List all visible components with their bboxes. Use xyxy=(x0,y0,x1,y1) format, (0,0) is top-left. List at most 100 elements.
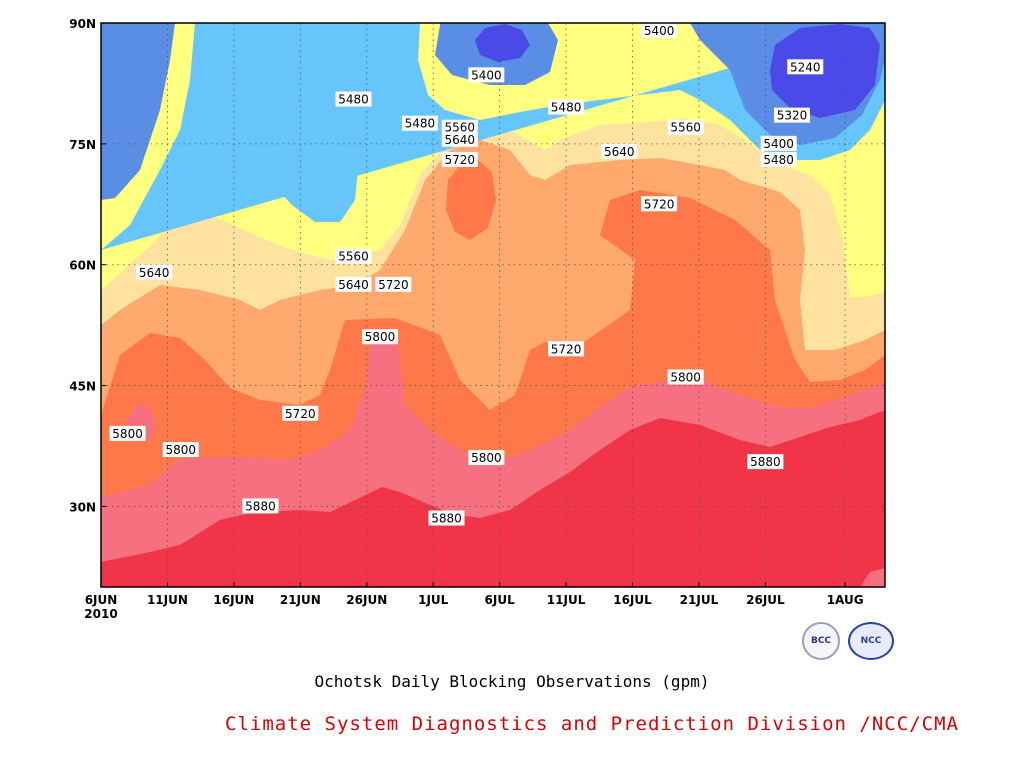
y-tick-label: 90N xyxy=(69,17,96,31)
plot-frame xyxy=(100,22,886,588)
band-5320 xyxy=(101,23,175,200)
contour-label: 5880 xyxy=(428,510,465,526)
y-tick-label: 75N xyxy=(69,138,96,152)
contour-label-bg xyxy=(441,119,478,135)
contour-label-bg xyxy=(335,248,372,264)
contour-label-bg xyxy=(601,143,638,159)
contour-label: 5800 xyxy=(162,442,199,458)
contour-label-bg xyxy=(760,135,797,151)
y-tick-label: 45N xyxy=(69,380,96,394)
y-tick-label: 30N xyxy=(69,500,96,514)
contour-label: 5560 xyxy=(667,119,704,135)
contour-label-bg xyxy=(667,369,704,385)
contour-label-text: 5560 xyxy=(670,121,701,135)
contour-label-text: 5880 xyxy=(750,455,781,469)
x-year-label: 2010 xyxy=(84,607,117,621)
contour-label-bg xyxy=(162,442,199,458)
contour-label-text: 5720 xyxy=(644,197,675,211)
contour-label-text: 5720 xyxy=(378,278,409,292)
contour-label: 5240 xyxy=(787,59,824,75)
contour-label-bg xyxy=(136,264,173,280)
x-tick-label: 21JUN xyxy=(280,593,321,607)
contour-label-text: 5880 xyxy=(245,499,276,513)
contour-label-text: 5800 xyxy=(165,443,196,457)
contour-label-bg xyxy=(375,276,412,292)
x-tick-label: 26JUL xyxy=(746,593,785,607)
x-tick-label: 26JUN xyxy=(346,593,387,607)
contour-label: 5800 xyxy=(109,425,146,441)
contour-label-text: 5720 xyxy=(551,342,582,356)
contour-label: 5640 xyxy=(601,143,638,159)
contour-label: 5320 xyxy=(773,107,810,123)
chart-title: Ochotsk Daily Blocking Observations (gpm… xyxy=(314,672,710,691)
contour-label-bg xyxy=(428,510,465,526)
contour-label-bg xyxy=(468,450,505,466)
contour-label-bg xyxy=(282,405,319,421)
contour-label-text: 5400 xyxy=(471,68,502,82)
ncc-logo-icon: NCC xyxy=(848,622,894,660)
contour-label-text: 5480 xyxy=(551,101,582,115)
contour-label-text: 5720 xyxy=(445,153,476,167)
x-tick-label: 21JUL xyxy=(680,593,719,607)
contour-label: 5640 xyxy=(441,131,478,147)
x-tick-label: 11JUL xyxy=(547,593,586,607)
contour-label-text: 5640 xyxy=(338,278,369,292)
cell-5400-jun xyxy=(275,100,360,222)
contour-label: 5560 xyxy=(335,248,372,264)
contour-label-bg xyxy=(548,341,585,357)
contour-label: 5720 xyxy=(375,276,412,292)
contour-label-bg xyxy=(109,425,146,441)
contour-label-bg xyxy=(773,107,810,123)
contour-label-text: 5480 xyxy=(405,117,436,131)
contour-label: 5800 xyxy=(362,329,399,345)
contour-label: 5400 xyxy=(641,23,678,39)
contour-label-text: 5480 xyxy=(763,153,794,167)
contour-label-bg xyxy=(242,498,279,514)
band-5240 xyxy=(475,24,530,62)
contour-labels: 5240 5320 5400 5400 5400 5480 5480 5480 5480 5560… xyxy=(109,23,824,526)
contour-label: 5560 xyxy=(441,119,478,135)
contour-label-text: 5800 xyxy=(471,451,502,465)
contour-label: 5880 xyxy=(747,454,784,470)
x-tick-label: 16JUL xyxy=(613,593,652,607)
contour-label-text: 5240 xyxy=(790,60,821,74)
contour-fill-layer xyxy=(101,23,885,587)
contour-label-bg xyxy=(760,151,797,167)
contour-label-text: 5640 xyxy=(139,266,170,280)
contour-label: 5480 xyxy=(548,99,585,115)
contour-label-text: 5560 xyxy=(338,250,369,264)
x-tick-label: 6JUN xyxy=(85,593,118,607)
contour-label: 5880 xyxy=(242,498,279,514)
x-axis: 6JUN 11JUN 16JUN 21JUN 26JUN 1JUL 6JUL 11JUL 16J… xyxy=(84,582,864,621)
contour-label: 5400 xyxy=(468,67,505,83)
band-5240 xyxy=(770,24,880,118)
x-tick-label: 16JUN xyxy=(213,593,254,607)
contour-label: 5480 xyxy=(760,151,797,167)
cell-5720-jul xyxy=(446,160,496,240)
x-tick-label: 6JUL xyxy=(485,593,516,607)
y-tick-label: 60N xyxy=(69,259,96,273)
contour-label-text: 5400 xyxy=(763,137,794,151)
contour-label-text: 5640 xyxy=(445,133,476,147)
contour-label-text: 5560 xyxy=(445,121,476,135)
contour-label-bg xyxy=(362,329,399,345)
contour-label-bg xyxy=(641,23,678,39)
contour-label-bg xyxy=(747,454,784,470)
contour-label-bg xyxy=(641,196,678,212)
contour-label-bg xyxy=(335,276,372,292)
contour-label: 5720 xyxy=(641,196,678,212)
x-tick-label: 11JUN xyxy=(147,593,188,607)
contour-label: 5640 xyxy=(136,264,173,280)
cell-5800-aug xyxy=(860,568,885,587)
contour-label: 5640 xyxy=(335,276,372,292)
contour-label-text: 5400 xyxy=(644,24,675,38)
contour-label-text: 5320 xyxy=(777,109,808,123)
credit-line: Climate System Diagnostics and Predictio… xyxy=(225,713,959,735)
contour-label: 5720 xyxy=(282,405,319,421)
contour-label: 5720 xyxy=(548,341,585,357)
contour-label-text: 5480 xyxy=(338,93,369,107)
contour-label-bg xyxy=(441,131,478,147)
contour-label: 5720 xyxy=(441,151,478,167)
contour-label-bg xyxy=(335,91,372,107)
